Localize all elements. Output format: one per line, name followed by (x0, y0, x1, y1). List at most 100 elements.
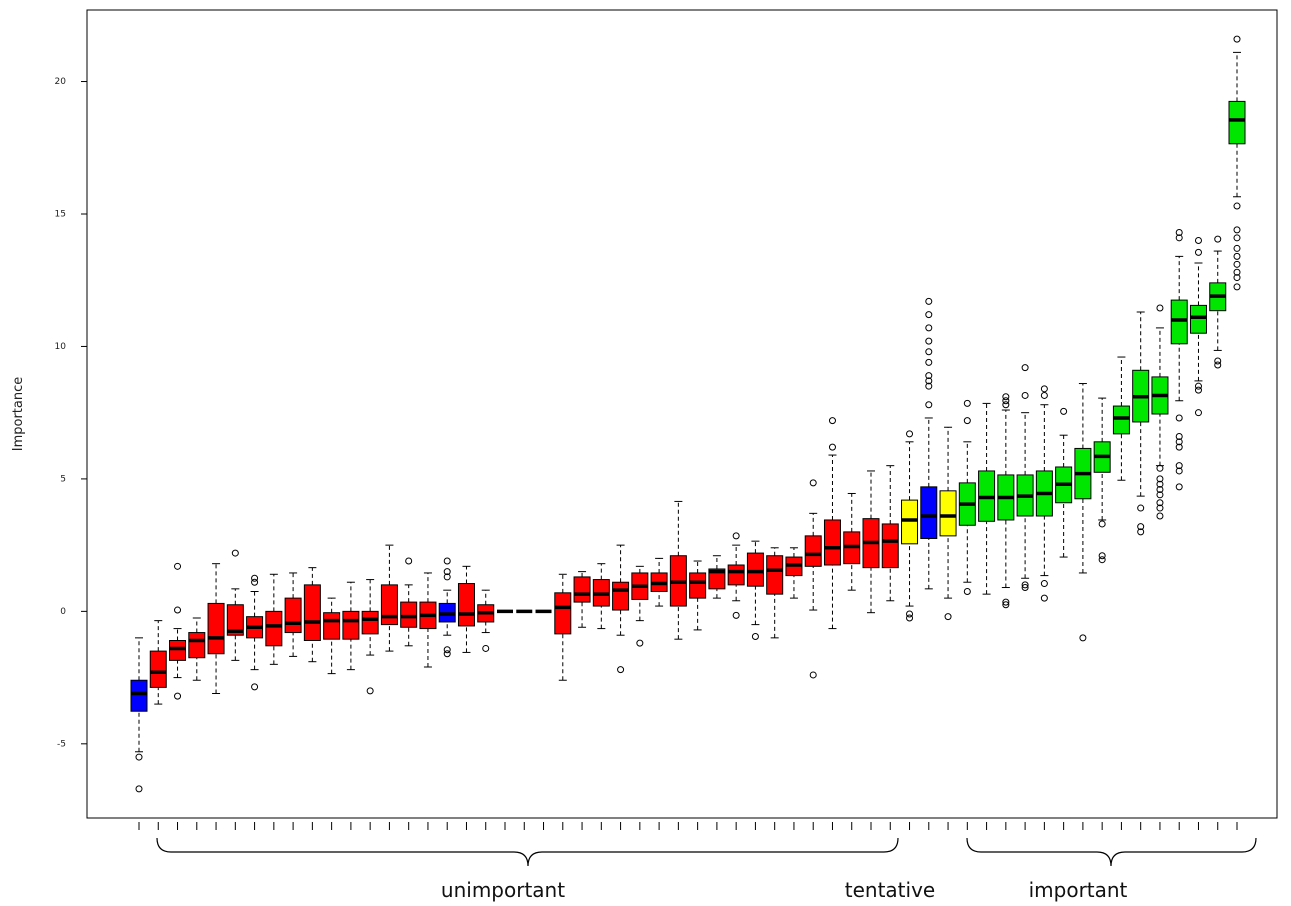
box (804, 535, 822, 567)
outlier (1214, 235, 1222, 243)
outlier (1233, 252, 1241, 260)
box (303, 584, 321, 642)
outlier (732, 532, 740, 540)
outlier (751, 633, 759, 641)
brace (966, 837, 1257, 867)
box (1112, 405, 1130, 435)
outlier (1137, 528, 1145, 536)
outlier (925, 377, 933, 385)
y-tick-label: -5 (57, 739, 66, 749)
outlier (809, 479, 817, 487)
outlier (1002, 401, 1010, 409)
outlier (1156, 512, 1164, 520)
box (457, 583, 475, 627)
outlier (1098, 552, 1106, 560)
plot-frame (86, 9, 1278, 819)
outlier (1156, 304, 1164, 312)
box (400, 601, 418, 628)
outlier (1079, 634, 1087, 642)
outlier (443, 646, 451, 654)
outlier (925, 382, 933, 390)
box (823, 519, 841, 566)
outlier (1040, 391, 1048, 399)
box (169, 640, 187, 661)
outlier (251, 578, 259, 586)
y-tick-label: 15 (55, 209, 66, 219)
outlier (925, 372, 933, 380)
outlier (1194, 386, 1202, 394)
outlier (1156, 499, 1164, 507)
outlier (1214, 361, 1222, 369)
box (881, 523, 899, 569)
box (342, 610, 360, 640)
outlier (925, 401, 933, 409)
outlier (1233, 260, 1241, 268)
y-tick-label: 5 (60, 474, 66, 484)
y-axis-label: Importance (11, 377, 26, 452)
box (727, 564, 745, 586)
outlier (1233, 244, 1241, 252)
outlier (174, 562, 182, 570)
outlier (1156, 486, 1164, 494)
outlier (135, 753, 143, 761)
outlier (1175, 483, 1183, 491)
box (265, 610, 283, 647)
outlier (1021, 581, 1029, 589)
outlier (1137, 523, 1145, 531)
outlier (1233, 234, 1241, 242)
outlier (925, 358, 933, 366)
outlier (617, 666, 625, 674)
box (612, 581, 630, 611)
outlier (443, 568, 451, 576)
outlier (1040, 580, 1048, 588)
outlier (174, 606, 182, 614)
outlier (925, 324, 933, 332)
outlier (1233, 274, 1241, 282)
box (1189, 304, 1207, 334)
outlier (1156, 491, 1164, 499)
outlier (828, 443, 836, 451)
outlier (925, 311, 933, 319)
box (920, 486, 938, 540)
outlier (925, 337, 933, 345)
outlier (231, 549, 239, 557)
outlier (1175, 229, 1183, 237)
outlier (906, 430, 914, 438)
outlier (1156, 475, 1164, 483)
box (1170, 299, 1188, 345)
group-label: important (1029, 878, 1128, 902)
outlier (251, 683, 259, 691)
outlier (1156, 504, 1164, 512)
outlier (1175, 462, 1183, 470)
outlier (944, 613, 952, 621)
y-tick-label: 10 (55, 342, 67, 352)
outlier (1175, 234, 1183, 242)
outlier (1002, 393, 1010, 401)
outlier (443, 573, 451, 581)
outlier (1175, 414, 1183, 422)
outlier (443, 557, 451, 565)
outlier (1156, 464, 1164, 472)
box (901, 499, 919, 545)
box (766, 555, 784, 595)
outlier (1021, 584, 1029, 592)
outlier (482, 644, 490, 652)
brace (156, 837, 899, 867)
box (226, 604, 244, 636)
outlier (906, 610, 914, 618)
outlier (1233, 202, 1241, 210)
box (284, 597, 302, 634)
box (207, 602, 225, 655)
outlier (1194, 236, 1202, 244)
outlier (636, 639, 644, 647)
box (323, 612, 341, 640)
outlier (1214, 357, 1222, 365)
outlier (963, 417, 971, 425)
y-tick-label: 20 (55, 77, 67, 87)
outlier (1021, 364, 1029, 372)
box (130, 679, 148, 712)
outlier (1233, 268, 1241, 276)
outlier (1060, 407, 1068, 415)
box (746, 552, 764, 587)
